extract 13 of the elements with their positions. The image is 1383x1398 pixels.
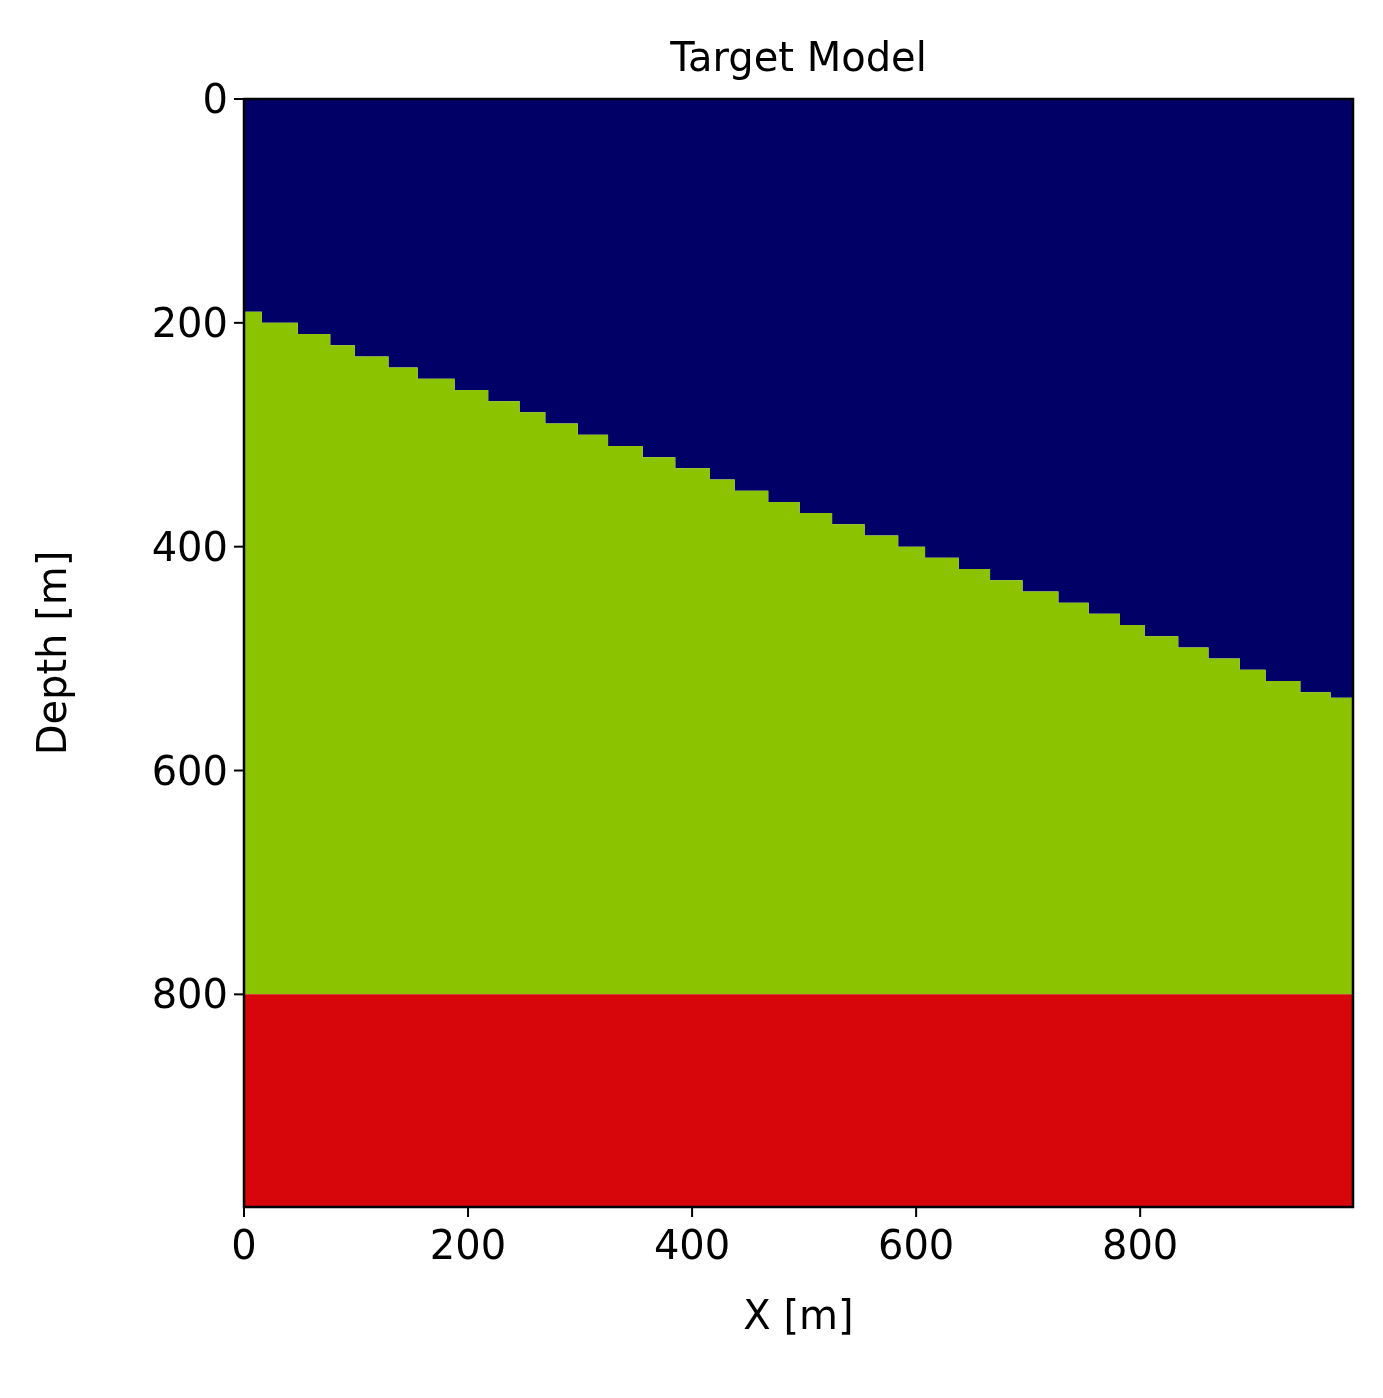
x-tick-label: 0 xyxy=(231,1222,257,1268)
chart-title: Target Model xyxy=(669,34,927,80)
x-tick-label: 400 xyxy=(653,1222,731,1268)
y-tick-label: 800 xyxy=(151,971,228,1018)
x-tick-label: 600 xyxy=(877,1222,955,1268)
y-tick-label: 0 xyxy=(202,76,228,122)
y-tick-label: 400 xyxy=(151,523,228,570)
x-axis-title: X [m] xyxy=(743,1292,854,1338)
y-tick-label: 200 xyxy=(151,299,228,346)
y-axis-title: Depth [m] xyxy=(29,550,75,756)
x-tick-label: 800 xyxy=(1101,1222,1179,1268)
x-tick-label: 200 xyxy=(429,1222,507,1268)
y-tick-label: 600 xyxy=(151,747,228,794)
